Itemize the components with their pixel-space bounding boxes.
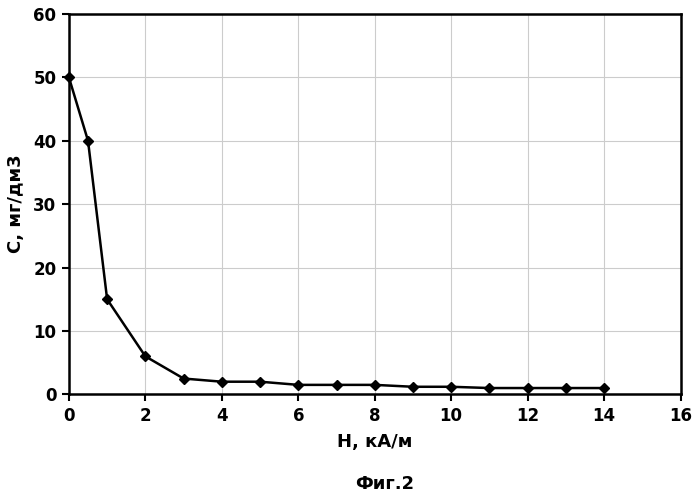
X-axis label: H, кА/м: H, кА/м [337, 433, 412, 451]
Text: Фиг.2: Фиг.2 [355, 475, 414, 493]
Y-axis label: С, мг/дм3: С, мг/дм3 [7, 155, 25, 253]
